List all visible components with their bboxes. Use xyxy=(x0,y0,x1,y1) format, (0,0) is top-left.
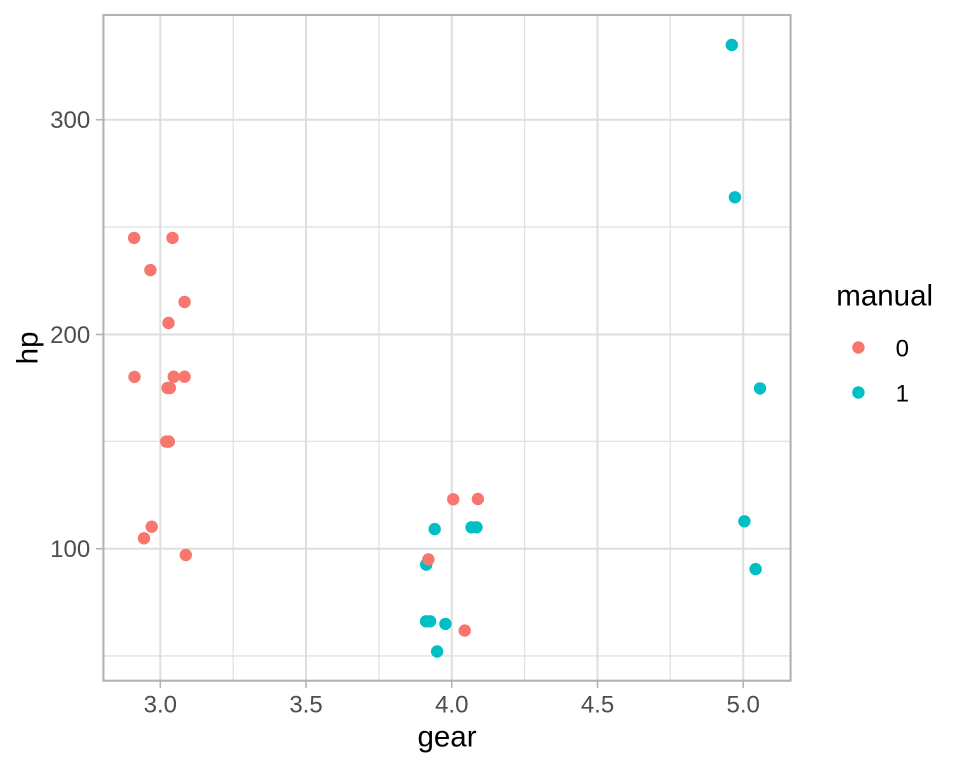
svg-text:200: 200 xyxy=(50,322,90,349)
svg-text:100: 100 xyxy=(50,536,90,563)
svg-text:1: 1 xyxy=(896,381,909,408)
svg-text:300: 300 xyxy=(50,107,90,134)
svg-text:gear: gear xyxy=(417,721,476,754)
svg-text:4.5: 4.5 xyxy=(581,692,614,719)
svg-text:3.5: 3.5 xyxy=(289,692,322,719)
svg-text:5.0: 5.0 xyxy=(727,692,760,719)
svg-text:manual: manual xyxy=(836,280,933,313)
svg-text:hp: hp xyxy=(11,331,44,364)
svg-text:0: 0 xyxy=(896,335,909,362)
svg-text:4.0: 4.0 xyxy=(435,692,468,719)
svg-text:3.0: 3.0 xyxy=(144,692,177,719)
